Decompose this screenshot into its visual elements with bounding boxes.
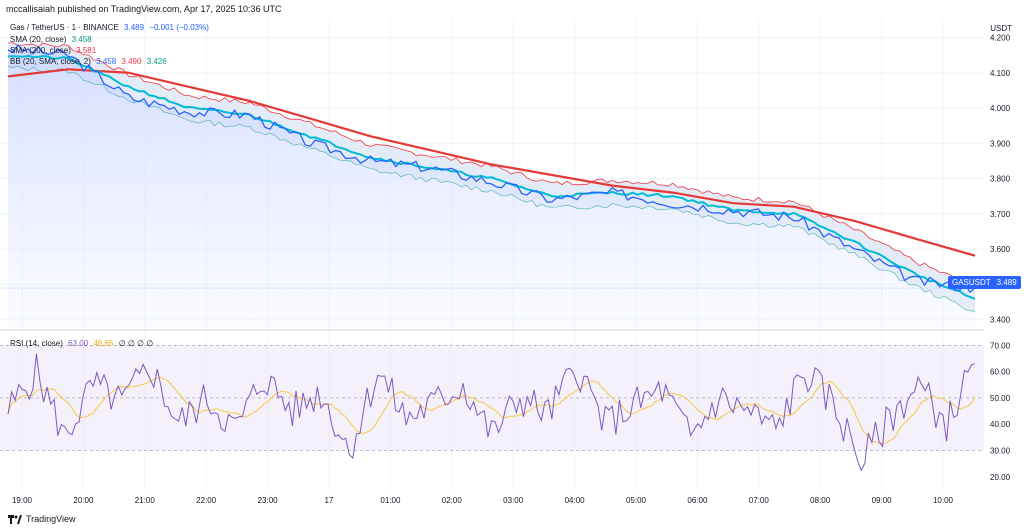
tradingview-logo[interactable]: TradingView	[8, 514, 76, 524]
rsi-tick-label: 70.00	[990, 341, 1011, 350]
price-change: −0.001 (−0.03%)	[149, 23, 209, 32]
rsi-value: 63.00	[68, 339, 89, 348]
bb-upper: 3.490	[121, 57, 142, 66]
price-tick-label: 3.900	[990, 139, 1011, 148]
time-tick-label: 19:00	[12, 496, 33, 505]
price-tick-label: 4.100	[990, 69, 1011, 78]
badge-value: 3.489	[996, 278, 1017, 287]
rsi-tick-label: 30.00	[990, 447, 1011, 456]
symbol-name: Gas / TetherUS · 1 · BINANCE	[10, 23, 119, 32]
rsi-tick-label: 50.00	[990, 394, 1011, 403]
bb-lower-line	[7, 65, 976, 312]
time-tick-label: 02:00	[442, 496, 463, 505]
last-price: 3.489	[124, 23, 145, 32]
time-tick-label: 10:00	[933, 496, 954, 505]
time-tick-label: 21:00	[135, 496, 156, 505]
sma20-legend[interactable]: SMA (20, close) 3.458	[10, 34, 95, 45]
current-price-badge: GASUSDT 3.489	[948, 276, 1021, 289]
time-tick-label: 22:00	[196, 496, 217, 505]
time-tick-label: 01:00	[380, 496, 401, 505]
price-tick-label: 4.200	[990, 34, 1011, 43]
price-tick-label: 3.700	[990, 210, 1011, 219]
rsi-legend[interactable]: RSI (14, close) 63.00 46.65 ∅ ∅ ∅ ∅	[10, 338, 156, 349]
publish-info: mccallisaiah published on TradingView.co…	[6, 4, 282, 14]
symbol-legend[interactable]: Gas / TetherUS · 1 · BINANCE 3.489 −0.00…	[10, 22, 212, 33]
time-tick-label: 04:00	[565, 496, 586, 505]
rsi-tick-label: 20.00	[990, 473, 1011, 482]
sma200-value: 3.581	[76, 46, 97, 55]
sma200-legend[interactable]: SMA (200, close) 3.581	[10, 45, 99, 56]
bb-legend[interactable]: BB (20, SMA, close, 2) 3.458 3.490 3.426	[10, 56, 170, 67]
rsi-ma-line	[7, 376, 976, 445]
price-tick-label: 3.800	[990, 175, 1011, 184]
rsi-ma-value: 46.65	[93, 339, 114, 348]
time-tick-label: 23:00	[258, 496, 279, 505]
price-line	[7, 43, 976, 293]
rsi-line	[7, 353, 976, 472]
sma200-label: SMA (200, close)	[10, 46, 71, 55]
sma200-line	[7, 68, 976, 257]
rsi-tick-label: 60.00	[990, 368, 1011, 377]
sma20-value: 3.458	[71, 35, 92, 44]
time-tick-label: 07:00	[749, 496, 770, 505]
badge-symbol: GASUSDT	[952, 278, 991, 287]
rsi-label: RSI (14, close)	[10, 339, 63, 348]
sma20-label: SMA (20, close)	[10, 35, 67, 44]
rsi-pane	[0, 344, 984, 472]
time-tick-label: 05:00	[626, 496, 647, 505]
price-area	[8, 44, 975, 331]
price-pane	[0, 42, 984, 331]
brand-name: TradingView	[26, 514, 76, 524]
bb-label: BB (20, SMA, close, 2)	[10, 57, 91, 66]
price-tick-label: 3.400	[990, 315, 1011, 324]
tradingview-icon	[8, 514, 22, 524]
rsi-empty-values: ∅ ∅ ∅ ∅	[118, 339, 154, 348]
time-tick-label: 20:00	[73, 496, 94, 505]
time-axis: 19:00 20:00 21:00 22:00 23:00 17 01:00 02:00 03:…	[12, 496, 954, 505]
currency-label: USDT	[990, 24, 1012, 33]
bb-basis: 3.458	[96, 57, 117, 66]
time-tick-label: 06:00	[687, 496, 708, 505]
price-tick-label: 3.600	[990, 245, 1011, 254]
sma20-line	[7, 54, 976, 300]
bb-lower: 3.426	[146, 57, 167, 66]
rsi-axis: 70.00 60.00 50.00 40.00 30.00 20.00	[990, 341, 1011, 482]
time-tick-label: 17	[325, 496, 334, 505]
time-tick-label: 08:00	[810, 496, 831, 505]
rsi-tick-label: 40.00	[990, 420, 1011, 429]
time-tick-label: 09:00	[872, 496, 893, 505]
time-tick-label: 03:00	[503, 496, 524, 505]
price-tick-label: 4.000	[990, 104, 1011, 113]
